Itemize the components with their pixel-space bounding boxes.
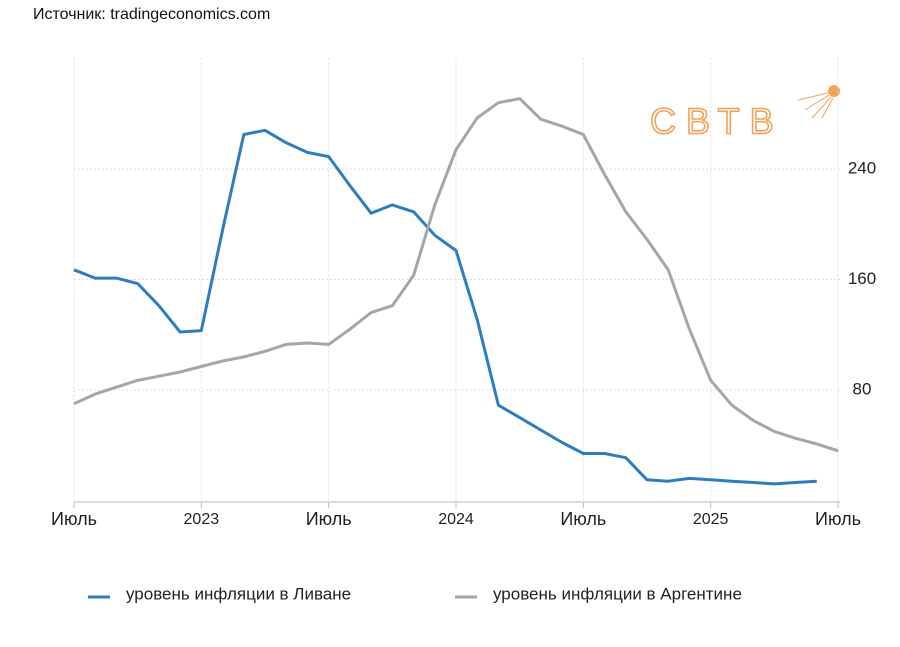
logo-ray xyxy=(811,96,832,119)
logo-dot xyxy=(828,85,840,97)
series-line xyxy=(73,97,839,453)
logo-ray xyxy=(804,94,830,111)
watermark: СВТВ xyxy=(650,101,784,142)
x-tick-label: 2025 xyxy=(693,511,729,528)
x-tick-label: 2023 xyxy=(184,511,220,528)
x-tick-label: Июль xyxy=(560,509,606,529)
y-tick-label: 160 xyxy=(848,269,876,288)
source: Источник: tradingeconomics.com xyxy=(33,6,270,23)
y-tick-label: 80 xyxy=(853,379,872,398)
legend-label: уровень инфляции в Ливане xyxy=(126,584,351,603)
x-tick-label: 2024 xyxy=(438,511,474,528)
x-tick-label: Июль xyxy=(306,509,352,529)
logo-ray xyxy=(797,92,829,101)
legend-label: уровень инфляции в Аргентине xyxy=(493,584,742,603)
x-tick-label: Июль xyxy=(815,509,861,529)
watermark-logo: СВТВ xyxy=(649,85,840,142)
series-line xyxy=(73,128,817,486)
x-tick-label: Июль xyxy=(51,509,97,529)
logo-ray xyxy=(821,97,834,119)
y-tick-label: 240 xyxy=(848,158,876,177)
